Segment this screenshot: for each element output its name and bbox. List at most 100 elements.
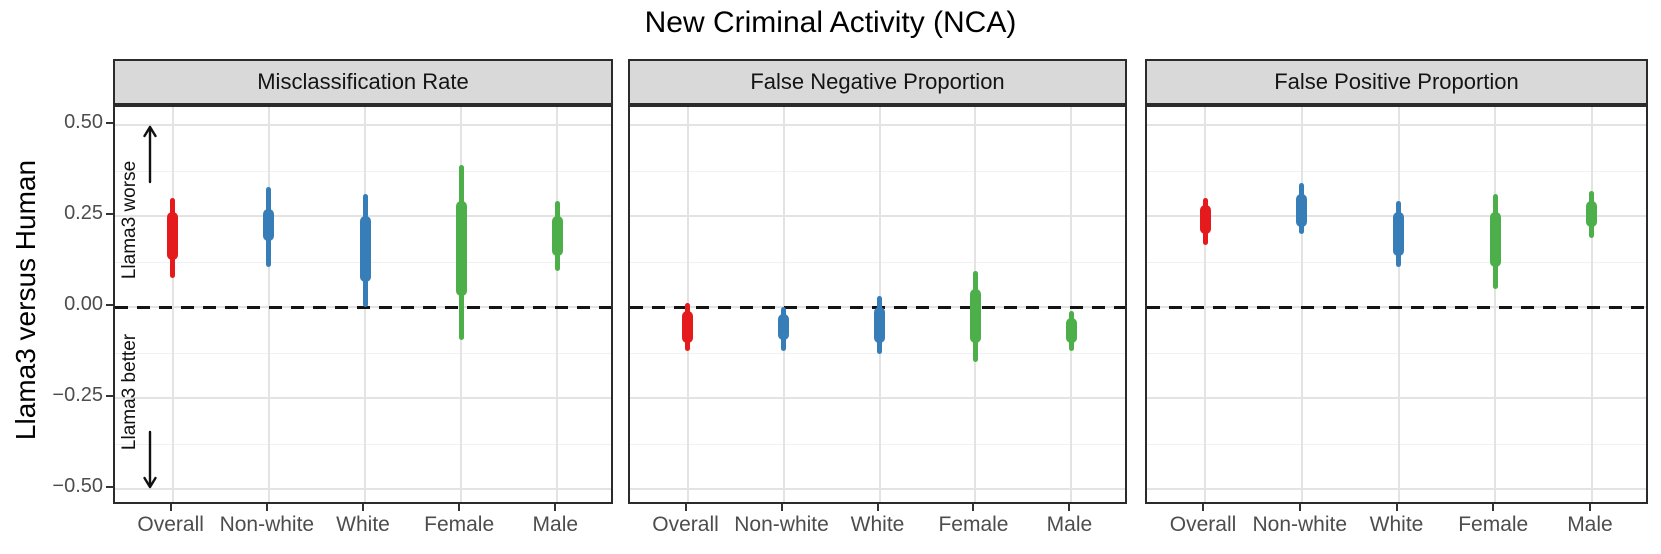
x-tick-mark: [684, 504, 687, 511]
interval-inner-bar-male: [1065, 317, 1077, 344]
interval-inner-bar-female: [1489, 212, 1501, 267]
interval-inner-bar-non-white: [778, 314, 790, 340]
x-tick-label-non-white: Non-white: [1252, 513, 1348, 536]
interval-inner-bar-overall: [1199, 205, 1211, 235]
interval-inner-bar-non-white: [1296, 194, 1308, 227]
x-tick-mark: [169, 504, 172, 511]
interval-inner-bar-white: [874, 307, 885, 344]
facet-strip-label: False Negative Proportion: [750, 69, 1005, 94]
x-tick-label-female: Female: [424, 513, 495, 536]
plot-area-misclassification-rate: Llama3 worse Llama3 better: [113, 105, 613, 504]
interval-inner-bar-female: [969, 288, 981, 344]
interval-inner-bar-white: [1393, 212, 1404, 257]
x-tick-mark: [1395, 504, 1398, 511]
x-tick-mark: [1298, 504, 1301, 511]
x-tick-mark: [554, 504, 557, 511]
category-gridline: [1070, 107, 1073, 502]
x-tick-label-female: Female: [1458, 513, 1529, 536]
interval-inner-bar-male: [1586, 201, 1598, 227]
interval-inner-bar-overall: [682, 310, 694, 344]
y-tick-mark: [106, 213, 113, 215]
category-gridline: [1397, 107, 1400, 502]
annotation-llama3-worse: Llama3 worse: [119, 160, 140, 280]
x-tick-label-male: Male: [532, 513, 579, 536]
minor-gridline: [630, 170, 1125, 172]
x-tick-mark: [458, 504, 461, 511]
minor-gridline: [1147, 170, 1646, 172]
y-tick-mark: [106, 486, 113, 488]
x-tick-mark: [1492, 504, 1495, 511]
major-gridline: [115, 397, 611, 399]
category-gridline: [1204, 107, 1207, 502]
interval-inner-bar-overall: [167, 212, 179, 260]
zero-reference-line: [1147, 305, 1646, 309]
x-tick-mark: [1202, 504, 1205, 511]
minor-gridline: [115, 443, 611, 445]
facet-strip-false-negative-proportion: False Negative Proportion: [628, 59, 1127, 105]
major-gridline: [115, 124, 611, 126]
x-tick-label-female: Female: [938, 513, 1009, 536]
interval-inner-bar-female: [455, 201, 467, 297]
minor-gridline: [115, 170, 611, 172]
category-gridline: [267, 107, 270, 502]
x-tick-mark: [265, 504, 268, 511]
y-tick-label: −0.50: [52, 475, 103, 497]
category-gridline: [1494, 107, 1497, 502]
x-tick-label-non-white: Non-white: [219, 513, 315, 536]
facet-strip-label: Misclassification Rate: [257, 69, 469, 94]
x-tick-label-male: Male: [1567, 513, 1613, 536]
x-tick-label-non-white: Non-white: [734, 513, 829, 536]
major-gridline: [630, 397, 1125, 399]
up-arrow-icon: [143, 125, 157, 184]
major-gridline: [630, 488, 1125, 490]
x-tick-label-overall: Overall: [1169, 513, 1237, 536]
category-gridline: [782, 107, 785, 502]
facet-strip-label: False Positive Proportion: [1274, 69, 1519, 94]
minor-gridline: [630, 261, 1125, 263]
zero-reference-line: [115, 305, 611, 309]
major-gridline: [1147, 488, 1646, 490]
plot-area-false-negative-proportion: [628, 105, 1127, 504]
minor-gridline: [630, 443, 1125, 445]
plot-area-false-positive-proportion: [1145, 105, 1648, 504]
x-tick-label-male: Male: [1046, 513, 1093, 536]
x-tick-label-white: White: [1369, 513, 1424, 536]
y-tick-label: 0.00: [64, 293, 103, 315]
facet-strip-false-positive-proportion: False Positive Proportion: [1145, 59, 1648, 105]
x-tick-label-overall: Overall: [137, 513, 204, 536]
y-tick-label: −0.25: [52, 384, 103, 406]
category-gridline: [556, 107, 559, 502]
major-gridline: [1147, 124, 1646, 126]
category-gridline: [1300, 107, 1303, 502]
x-tick-mark: [780, 504, 783, 511]
y-tick-mark: [106, 395, 113, 397]
interval-inner-bar-male: [551, 216, 563, 257]
major-gridline: [115, 488, 611, 490]
x-tick-mark: [1068, 504, 1071, 511]
minor-gridline: [1147, 443, 1646, 445]
down-arrow-icon: [143, 430, 157, 489]
y-tick-label: 0.25: [64, 202, 103, 224]
x-tick-label-white: White: [336, 513, 390, 536]
x-tick-label-white: White: [850, 513, 905, 536]
y-tick-label: 0.50: [64, 111, 103, 133]
major-gridline: [630, 124, 1125, 126]
x-tick-mark: [362, 504, 364, 511]
interval-inner-bar-non-white: [263, 208, 275, 242]
minor-gridline: [115, 352, 611, 354]
major-gridline: [1147, 397, 1646, 399]
y-tick-mark: [106, 304, 113, 306]
facet-strip-misclassification-rate: Misclassification Rate: [113, 59, 613, 105]
x-tick-mark: [1588, 504, 1591, 511]
annotation-llama3-better: Llama3 better: [119, 333, 140, 451]
category-gridline: [1590, 107, 1593, 502]
x-tick-label-overall: Overall: [652, 513, 719, 536]
category-gridline: [171, 107, 174, 502]
minor-gridline: [1147, 352, 1646, 354]
x-tick-mark: [876, 504, 879, 511]
major-gridline: [630, 215, 1125, 217]
x-tick-mark: [972, 504, 975, 511]
chart-title: New Criminal Activity (NCA): [644, 6, 1017, 39]
interval-inner-bar-white: [359, 216, 371, 282]
